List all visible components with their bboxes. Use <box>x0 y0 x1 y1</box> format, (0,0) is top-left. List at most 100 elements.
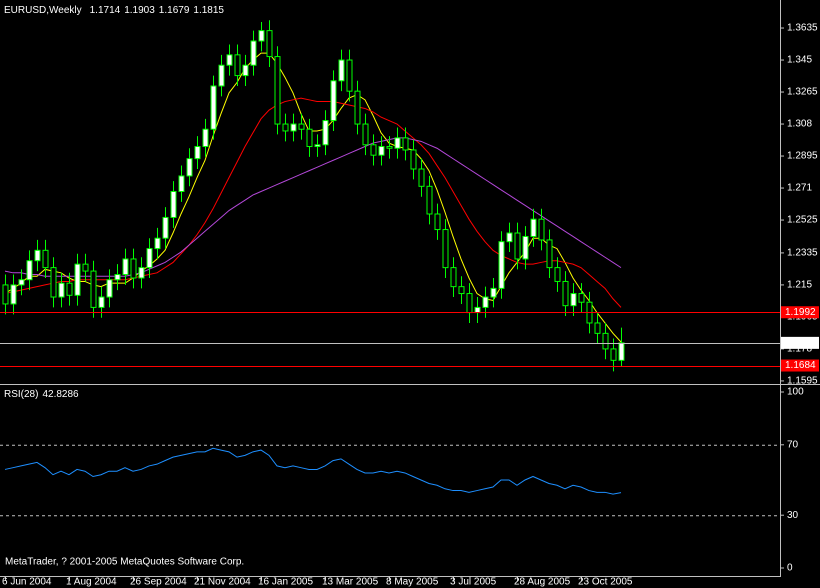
candle-body <box>242 64 249 77</box>
candle-body <box>50 267 57 298</box>
candle-body <box>170 191 177 218</box>
candle-body <box>162 216 169 239</box>
candle-body <box>90 270 97 308</box>
candle-body <box>306 128 313 148</box>
y-tick-label: 1.2525 <box>787 215 818 226</box>
candle-body <box>282 123 289 132</box>
candle-body <box>554 267 561 282</box>
candle-body <box>466 293 473 314</box>
candle-body <box>346 59 353 92</box>
candle-body <box>114 274 121 281</box>
x-tick-label: 13 Mar 2005 <box>322 577 379 588</box>
candle-body <box>210 85 217 130</box>
candle-body <box>546 239 553 269</box>
candle-body <box>354 90 361 125</box>
indicator-line <box>4 447 622 495</box>
chart-header: EURUSD,Weekly 1.1714 1.1903 1.1679 1.1815 <box>4 5 224 16</box>
candle-body <box>522 235 529 260</box>
x-tick-label: 26 Sep 2004 <box>130 577 187 588</box>
candle-body <box>458 286 465 295</box>
y-tick-label: 70 <box>787 439 799 450</box>
symbol-title: EURUSD,Weekly <box>4 5 82 16</box>
candle-body <box>506 232 513 243</box>
candle-body <box>618 342 625 361</box>
x-tick-label: 8 May 2005 <box>386 577 439 588</box>
candle-body <box>18 279 25 286</box>
y-tick-label: 1.3635 <box>787 23 818 34</box>
candle-body <box>42 249 49 269</box>
candle-body <box>106 279 113 298</box>
candle-body <box>386 146 393 149</box>
x-tick-label: 21 Nov 2004 <box>194 577 251 588</box>
price-level-label: 1.1815 <box>785 338 816 349</box>
candle-body <box>298 123 305 130</box>
candle-body <box>418 168 425 187</box>
candle-body <box>410 149 417 170</box>
ohlc-value: 1.1903 <box>124 5 155 16</box>
candle-body <box>498 241 505 289</box>
moving-average <box>4 137 622 277</box>
x-tick-label: 1 Aug 2004 <box>66 577 117 588</box>
x-tick-label: 23 Oct 2005 <box>578 577 633 588</box>
candle-body <box>258 30 265 42</box>
candle-body <box>322 120 329 146</box>
candle-body <box>378 146 385 156</box>
y-tick-label: 1.2335 <box>787 248 818 259</box>
candle-body <box>514 232 521 260</box>
candle-body <box>442 229 449 269</box>
candle-body <box>10 284 17 305</box>
candle-body <box>394 137 401 149</box>
candle-body <box>226 54 233 66</box>
x-tick-label: 3 Jul 2005 <box>450 577 497 588</box>
candle-body <box>130 258 137 279</box>
candle-body <box>578 293 585 303</box>
candle-body <box>434 213 441 231</box>
candle-body <box>194 146 201 160</box>
candle-body <box>610 348 617 361</box>
candle-body <box>266 30 273 58</box>
candle-body <box>338 59 345 82</box>
x-tick-label: 6 Jun 2004 <box>2 577 52 588</box>
price-level-label-box <box>781 336 819 349</box>
y-tick-label: 30 <box>787 510 799 521</box>
candle-body <box>330 80 337 122</box>
candle-body <box>98 296 105 308</box>
candle-body <box>402 137 409 151</box>
candle-body <box>290 123 297 132</box>
candle-body <box>482 296 489 308</box>
candle-body <box>66 282 73 296</box>
candle-body <box>58 282 65 298</box>
candle-body <box>250 40 257 66</box>
indicator-title: RSI(28) <box>4 389 38 400</box>
candle-body <box>274 56 281 125</box>
candle-body <box>538 218 545 241</box>
candle-body <box>474 306 481 314</box>
candle-body <box>186 158 193 177</box>
y-tick-label: 1.2895 <box>787 151 818 162</box>
price-level-label-box <box>781 359 819 372</box>
candle-body <box>562 280 569 307</box>
candle-body <box>146 248 153 269</box>
candle-body <box>138 267 145 279</box>
ohlc-value: 1.1815 <box>193 5 224 16</box>
price-level-label: 1.1684 <box>785 360 816 371</box>
candle-body <box>314 144 321 148</box>
candle-body <box>602 332 609 350</box>
candle-body <box>370 144 377 156</box>
candle-body <box>490 287 497 298</box>
candle-body <box>202 128 209 148</box>
price-level-label: 1.1992 <box>785 307 816 318</box>
candle-body <box>362 123 369 146</box>
candle-body <box>218 64 225 87</box>
candle-body <box>426 185 433 215</box>
candle-body <box>74 263 81 296</box>
candle-body <box>450 267 457 288</box>
candle-body <box>154 237 161 250</box>
candle-body <box>2 284 9 305</box>
ohlc-value: 1.1714 <box>90 5 121 16</box>
candle-body <box>570 293 577 307</box>
y-tick-label: 1.215 <box>787 280 812 291</box>
